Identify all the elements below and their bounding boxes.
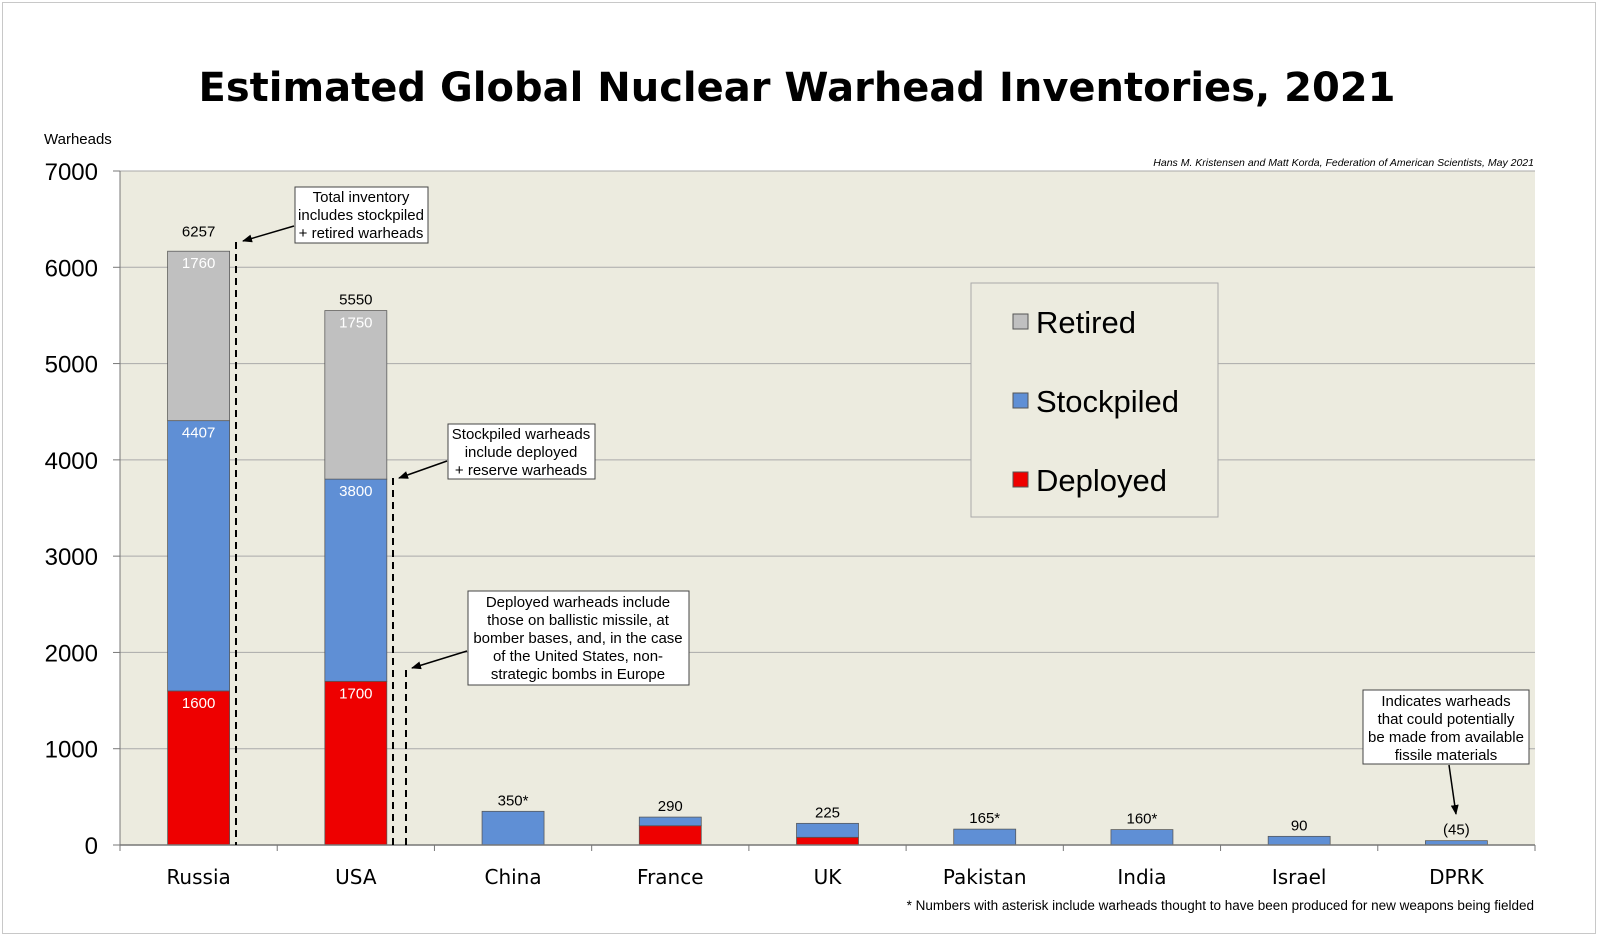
annotation-line: be made from available xyxy=(1368,729,1524,746)
bar-stockpiled-uk xyxy=(796,822,859,838)
bar-retired-usa xyxy=(324,310,388,480)
segment-label: 1700 xyxy=(339,685,372,702)
chart-title: Estimated Global Nuclear Warhead Invento… xyxy=(199,65,1396,111)
bar-stockpiled-france xyxy=(638,816,702,827)
y-tick-label: 1000 xyxy=(45,737,98,764)
legend-label-deployed: Deployed xyxy=(1036,463,1167,498)
legend: Retired Stockpiled Deployed xyxy=(970,282,1219,518)
legend-swatch-stockpiled xyxy=(1012,392,1029,409)
annotation-line: Stockpiled warheads xyxy=(452,426,590,443)
annotation-line: strategic bombs in Europe xyxy=(491,666,665,683)
x-tick-label: France xyxy=(637,865,704,889)
footnote: * Numbers with asterisk include warheads… xyxy=(907,898,1534,913)
y-tick-label: 4000 xyxy=(45,448,98,475)
bar-stockpiled-india xyxy=(1110,829,1174,846)
bar-stockpiled-usa xyxy=(324,478,388,682)
annotation-line: + reserve warheads xyxy=(455,462,587,479)
annotation-line: fissile materials xyxy=(1395,747,1498,764)
x-tick-label: Israel xyxy=(1272,865,1327,889)
annotation-deployed: Deployed warheads include those on balli… xyxy=(411,590,690,686)
annotation-arrow xyxy=(398,460,448,479)
x-axis xyxy=(119,844,1536,851)
segment-label: 1750 xyxy=(339,315,372,332)
bar-stockpiled-israel xyxy=(1267,835,1331,846)
annotation-line: those on ballistic missile, at xyxy=(487,612,670,629)
y-tick-label: 6000 xyxy=(45,255,98,282)
annotation-line: includes stockpiled xyxy=(298,207,424,224)
legend-label-retired: Retired xyxy=(1036,305,1136,340)
annotation-line: + retired warheads xyxy=(299,225,424,242)
total-label: 290 xyxy=(658,798,683,815)
annotation-stockpiled: Stockpiled warheads include deployed + r… xyxy=(398,423,596,480)
annotation-line: bomber bases, and, in the case xyxy=(473,630,682,647)
segment-label: 3800 xyxy=(339,483,372,500)
annotation-line: include deployed xyxy=(465,444,578,461)
bar-stockpiled-russia xyxy=(167,420,230,692)
bar-deployed-russia xyxy=(167,690,230,846)
total-label: 160* xyxy=(1127,811,1158,828)
y-tick-label: 5000 xyxy=(45,352,98,379)
annotation-total-inventory: Total inventory includes stockpiled + re… xyxy=(242,186,429,244)
total-label: 5550 xyxy=(339,292,372,309)
annotation-fissile: Indicates warheads that could potentiall… xyxy=(1362,689,1530,815)
x-tick-label: Pakistan xyxy=(943,865,1027,889)
legend-swatch-deployed xyxy=(1012,471,1029,488)
annotation-arrow xyxy=(1448,764,1459,815)
bar-deployed-uk xyxy=(796,836,859,846)
bar-retired-russia xyxy=(167,250,230,422)
x-tick-label: UK xyxy=(814,865,843,889)
bar-deployed-france xyxy=(638,825,702,846)
legend-swatch-retired xyxy=(1012,313,1029,330)
y-tick-label: 3000 xyxy=(45,544,98,571)
legend-label-stockpiled: Stockpiled xyxy=(1036,384,1179,419)
y-tick-label: 7000 xyxy=(45,159,98,186)
total-label: (45) xyxy=(1443,822,1470,839)
y-axis-ticks: 0 1000 2000 3000 4000 5000 6000 7000 xyxy=(45,159,121,860)
bar-stockpiled-pakistan xyxy=(953,828,1017,846)
segment-labels: 1760 4407 1600 1750 3800 1700 xyxy=(182,255,373,712)
total-label: 225 xyxy=(815,804,840,821)
bar-deployed-usa xyxy=(324,680,388,846)
total-label: 165* xyxy=(969,810,1000,827)
y-tick-label: 2000 xyxy=(45,640,98,667)
total-label: 90 xyxy=(1291,817,1308,834)
y-tick-label: 0 xyxy=(85,833,98,860)
annotation-arrow xyxy=(242,225,295,243)
segment-label: 4407 xyxy=(182,425,215,442)
total-labels: 6257 5550 350* 290 225 165* 160* 90 (45) xyxy=(182,224,1470,839)
total-label: 6257 xyxy=(182,224,215,241)
source-credit: Hans M. Kristensen and Matt Korda, Feder… xyxy=(1153,157,1534,169)
x-tick-label: USA xyxy=(335,865,377,889)
x-tick-label: Russia xyxy=(166,865,230,889)
annotation-line: Total inventory xyxy=(313,189,410,206)
x-tick-label: China xyxy=(484,865,541,889)
bars xyxy=(167,250,1488,846)
bar-stockpiled-china xyxy=(481,810,545,846)
legend-box xyxy=(970,282,1219,518)
annotation-line: Indicates warheads xyxy=(1381,693,1510,710)
annotation-arrow xyxy=(411,650,468,670)
segment-label: 1760 xyxy=(182,255,215,272)
x-axis-ticks: Russia USA China France UK Pakistan India Israe… xyxy=(166,865,1484,889)
annotation-line: of the United States, non- xyxy=(493,648,663,665)
annotation-line: that could potentially xyxy=(1378,711,1515,728)
total-label: 350* xyxy=(498,792,529,809)
segment-label: 1600 xyxy=(182,695,215,712)
annotation-line: Deployed warheads include xyxy=(486,594,670,611)
y-axis-label: Warheads xyxy=(44,131,112,148)
x-tick-label: India xyxy=(1117,865,1166,889)
x-tick-label: DPRK xyxy=(1429,865,1484,889)
